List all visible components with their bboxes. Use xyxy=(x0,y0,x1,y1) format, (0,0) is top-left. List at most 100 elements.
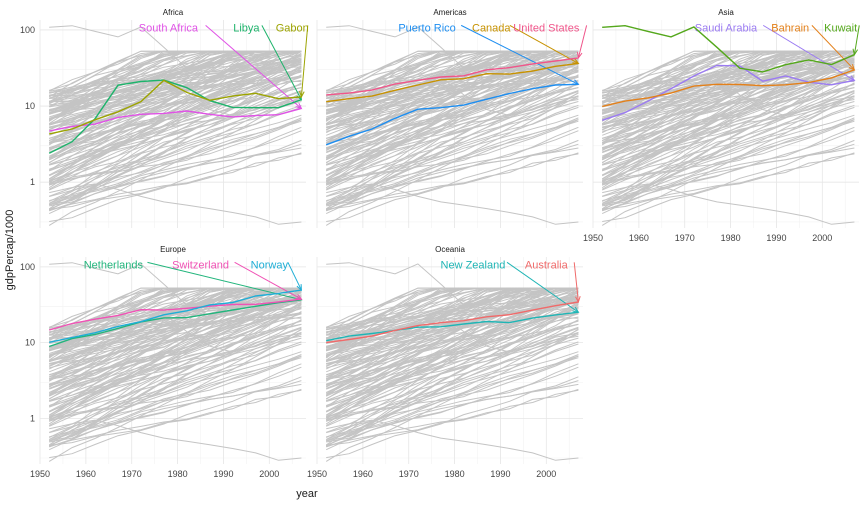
background-country-line xyxy=(326,320,579,385)
background-country-line xyxy=(602,64,855,112)
background-country-line xyxy=(326,183,579,225)
background-country-line xyxy=(49,389,302,446)
x-tick-label: 1960 xyxy=(629,233,649,243)
background-country-line xyxy=(48,95,302,211)
background-country-line xyxy=(602,76,855,125)
country-label-norway: Norway xyxy=(251,259,289,271)
background-country-line xyxy=(49,152,302,211)
background-country-line xyxy=(326,80,579,106)
background-country-line xyxy=(49,25,302,73)
y-tick-label: 100 xyxy=(20,25,35,35)
facet-title: Asia xyxy=(718,8,734,17)
country-label-switzerland: Switzerland xyxy=(172,259,229,271)
background-country-line xyxy=(325,58,579,161)
x-tick-label: 1990 xyxy=(766,233,786,243)
country-label-netherlands: Netherlands xyxy=(84,259,144,271)
background-country-line xyxy=(602,114,855,186)
background-country-line xyxy=(601,95,855,211)
background-country-line xyxy=(49,363,302,448)
background-country-line xyxy=(49,50,302,139)
background-country-line xyxy=(49,287,302,357)
background-country-line xyxy=(48,87,302,185)
background-country-line xyxy=(326,316,579,342)
background-country-line xyxy=(325,310,579,447)
background-country-line xyxy=(49,320,302,407)
background-country-line xyxy=(49,75,302,151)
background-country-line xyxy=(49,106,302,197)
y-axis-title: gdpPercap/1000 xyxy=(4,210,16,291)
facet-oceania: Oceania 1950 1960 1970 1980 1990 2000 New Zeala… xyxy=(307,245,583,479)
background-country-line xyxy=(326,287,579,394)
arrow-head-norway xyxy=(296,284,302,292)
label-connector-gabon xyxy=(300,25,309,97)
background-country-line xyxy=(48,295,302,397)
background-country-line xyxy=(49,50,302,157)
arrow-head-kuwait xyxy=(852,48,859,56)
background-country-line xyxy=(48,323,302,421)
facet-americas: Americas Puerto Rico Canada United States xyxy=(316,8,588,228)
x-tick-label: 1950 xyxy=(307,469,327,479)
background-country-line xyxy=(602,95,855,183)
background-country-line xyxy=(49,301,302,349)
background-country-line xyxy=(602,104,855,186)
x-tick-label: 1980 xyxy=(721,233,741,243)
background-country-line xyxy=(49,320,302,385)
arrow-head-bahrain xyxy=(848,64,856,71)
background-country-line xyxy=(326,351,579,422)
background-country-line xyxy=(602,99,855,172)
arrow-head-canada xyxy=(572,58,580,65)
background-country-line xyxy=(49,84,302,171)
country-label-saudi-arabia: Saudi Arabia xyxy=(695,22,758,34)
background-country-line xyxy=(326,50,579,139)
y-tick-label: 1 xyxy=(30,413,35,423)
background-country-line xyxy=(326,312,579,387)
background-country-line xyxy=(49,313,302,365)
background-country-line xyxy=(326,152,579,211)
background-country-line xyxy=(602,50,855,157)
background-country-line xyxy=(601,50,855,211)
background-country-line xyxy=(325,289,579,416)
background-country-line xyxy=(602,76,855,128)
background-country-line xyxy=(325,65,579,181)
background-country-line xyxy=(49,62,302,165)
background-series xyxy=(48,262,302,462)
background-country-line xyxy=(49,316,302,342)
background-country-line xyxy=(601,50,855,202)
label-connector-australia xyxy=(573,262,579,303)
background-country-line xyxy=(326,388,579,447)
x-tick-label: 1990 xyxy=(490,469,510,479)
background-country-line xyxy=(325,295,579,397)
background-country-line xyxy=(49,388,302,447)
background-country-line xyxy=(602,119,855,197)
x-tick-label: 1980 xyxy=(445,469,465,479)
background-country-line xyxy=(49,50,302,110)
background-country-line xyxy=(49,104,302,186)
background-country-line xyxy=(49,383,302,442)
background-country-line xyxy=(326,341,579,422)
background-country-line xyxy=(326,104,579,186)
background-country-line xyxy=(48,289,302,416)
country-label-south-africa: South Africa xyxy=(139,22,199,34)
background-series xyxy=(325,25,579,226)
background-country-line xyxy=(602,84,855,171)
y-tick-label: 10 xyxy=(25,338,35,348)
background-country-line xyxy=(49,298,302,402)
label-connector-canada xyxy=(509,24,579,64)
background-country-line xyxy=(601,52,855,180)
background-country-line xyxy=(49,288,302,365)
background-country-line xyxy=(325,50,579,211)
country-label-bahrain: Bahrain xyxy=(771,22,809,34)
background-country-line xyxy=(49,343,302,433)
background-country-line xyxy=(602,183,855,225)
background-country-line xyxy=(602,101,855,184)
arrow-head-south-africa xyxy=(295,102,303,110)
background-country-line xyxy=(325,323,579,421)
background-country-line xyxy=(326,292,579,380)
facet-europe: Europe 1 10 100 1950 1960 1970 1980 1990 2000 Neth… xyxy=(20,245,306,479)
background-country-line xyxy=(326,337,579,420)
series-line-norway xyxy=(49,289,302,343)
x-tick-label: 2000 xyxy=(259,469,279,479)
background-country-line xyxy=(326,313,579,362)
background-country-line xyxy=(49,313,302,362)
